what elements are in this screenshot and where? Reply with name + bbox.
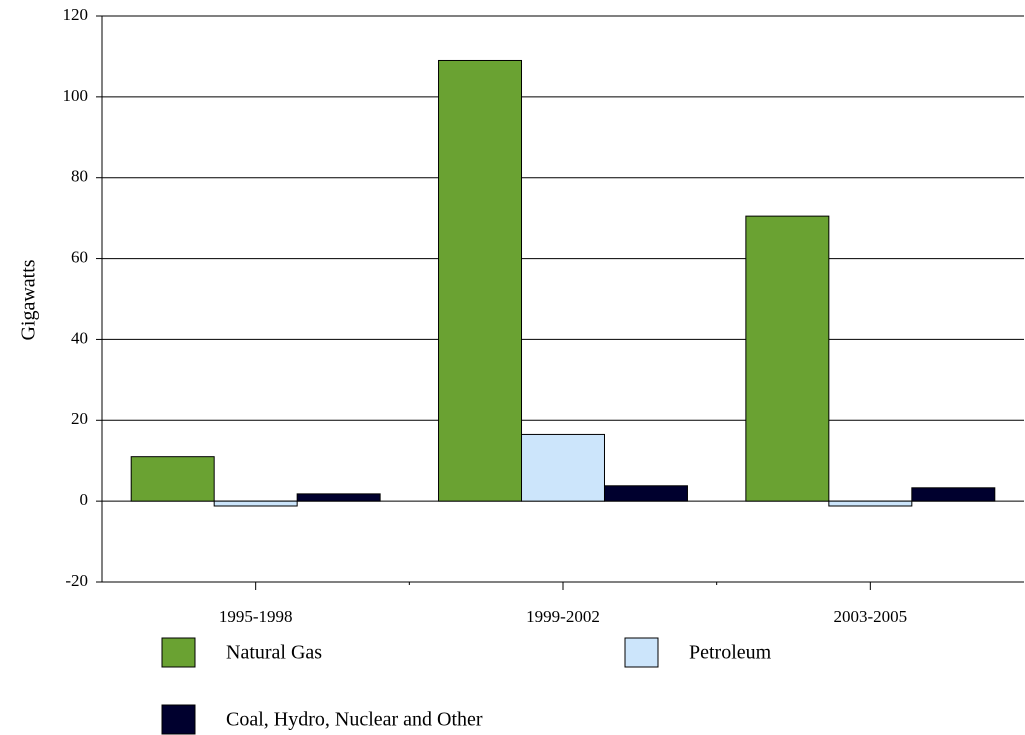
legend-label: Natural Gas (226, 642, 322, 664)
bar (438, 59, 523, 502)
y-axis-label: Gigawatts (18, 259, 40, 340)
x-tick-label: 2003-2005 (833, 607, 907, 626)
legend-swatch (161, 637, 196, 668)
bar (213, 500, 298, 507)
y-tick-label: 20 (71, 409, 88, 428)
y-tick-label: 0 (80, 490, 89, 509)
bar (603, 485, 688, 502)
legend-swatch (624, 637, 659, 668)
bar (911, 487, 996, 502)
legend-label: Petroleum (689, 642, 772, 664)
y-tick-label: 120 (63, 5, 89, 24)
y-tick-label: 100 (63, 86, 89, 105)
x-tick-label: 1999-2002 (526, 607, 600, 626)
bar (296, 493, 381, 502)
legend-label: Coal, Hydro, Nuclear and Other (226, 709, 483, 731)
y-tick-label: 60 (71, 247, 88, 266)
x-tick-label: 1995-1998 (219, 607, 293, 626)
legend-swatch (161, 704, 196, 735)
y-tick-label: 80 (71, 167, 88, 186)
y-tick-label: -20 (65, 571, 88, 590)
y-tick-label: 40 (71, 328, 88, 347)
bar (828, 500, 913, 507)
bar (521, 433, 605, 502)
bar (130, 456, 215, 502)
bar (745, 215, 830, 502)
